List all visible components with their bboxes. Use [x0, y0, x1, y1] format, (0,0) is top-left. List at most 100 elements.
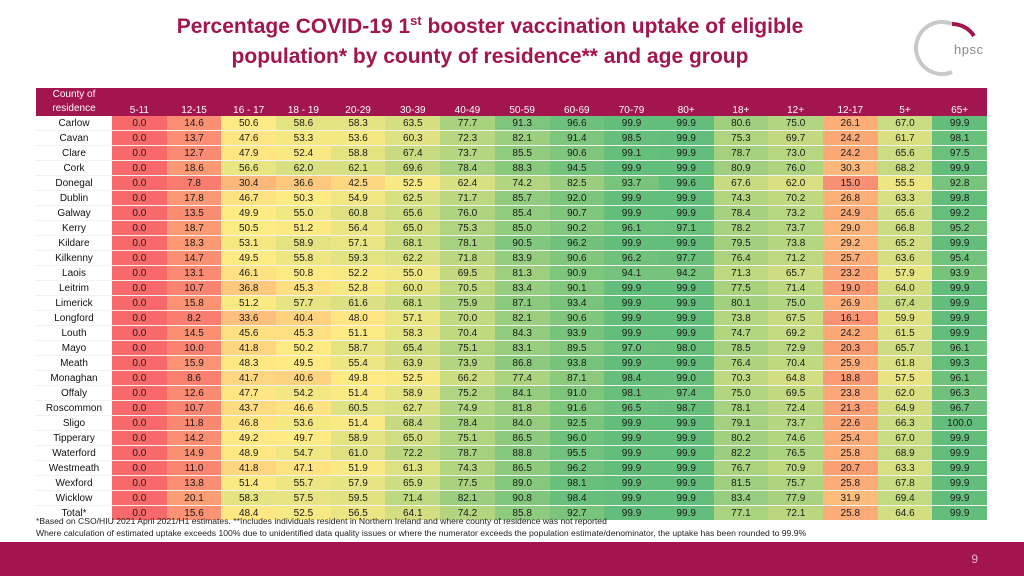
uptake-cell: 90.7	[549, 205, 605, 221]
uptake-cell: 99.9	[658, 190, 714, 206]
uptake-cell: 48.0	[330, 310, 386, 326]
uptake-cell: 96.1	[932, 340, 987, 356]
uptake-cell: 56.4	[330, 220, 386, 236]
county-name: Dublin	[36, 190, 112, 206]
uptake-cell: 99.9	[658, 205, 714, 221]
uptake-cell: 99.9	[932, 475, 987, 491]
uptake-cell: 59.9	[877, 310, 933, 326]
county-name: Kerry	[36, 220, 112, 236]
uptake-cell: 51.2	[276, 220, 331, 236]
uptake-cell: 63.3	[877, 190, 933, 206]
uptake-cell: 0.0	[112, 340, 167, 356]
uptake-cell: 0.0	[112, 385, 167, 401]
uptake-cell: 41.7	[221, 370, 277, 386]
uptake-cell: 48.9	[221, 445, 277, 461]
uptake-cell: 73.7	[768, 415, 823, 431]
uptake-cell: 66.3	[877, 415, 933, 431]
uptake-cell: 73.0	[768, 145, 823, 161]
uptake-cell: 15.8	[166, 295, 222, 311]
uptake-cell: 98.4	[604, 370, 659, 386]
table-row: Total* 0.0 15.6 48.4 52.5 56.5 64.1 74.2 85.8 92.…	[36, 505, 987, 520]
county-name: Carlow	[36, 116, 112, 131]
uptake-cell: 26.9	[822, 295, 878, 311]
uptake-cell: 51.2	[221, 295, 277, 311]
uptake-cell: 75.0	[768, 116, 823, 131]
uptake-cell: 97.0	[604, 340, 659, 356]
bottom-bar: 9	[0, 542, 1024, 576]
uptake-cell: 83.9	[494, 250, 550, 266]
uptake-cell: 62.7	[385, 400, 441, 416]
uptake-cell: 91.0	[549, 385, 605, 401]
county-header-line-1: County of	[36, 88, 112, 102]
uptake-cell: 26.1	[822, 116, 878, 131]
uptake-cell: 67.4	[877, 295, 933, 311]
uptake-cell: 75.1	[440, 340, 495, 356]
uptake-cell: 71.2	[768, 250, 823, 266]
uptake-cell: 99.9	[604, 490, 659, 506]
uptake-cell: 54.7	[276, 445, 331, 461]
uptake-cell: 91.3	[494, 116, 550, 131]
uptake-cell: 69.5	[440, 265, 495, 281]
uptake-cell: 99.9	[658, 116, 714, 131]
uptake-cell: 83.4	[494, 280, 550, 296]
column-header: 70-79	[604, 102, 659, 116]
uptake-cell: 99.9	[658, 415, 714, 431]
uptake-cell: 47.9	[221, 145, 277, 161]
uptake-cell: 99.9	[932, 325, 987, 341]
uptake-cell: 0.0	[112, 370, 167, 386]
uptake-cell: 99.9	[658, 145, 714, 161]
uptake-cell: 0.0	[112, 160, 167, 176]
uptake-cell: 78.7	[713, 145, 769, 161]
uptake-cell: 62.5	[385, 190, 441, 206]
uptake-cell: 99.9	[658, 355, 714, 371]
uptake-cell: 83.1	[494, 340, 550, 356]
uptake-cell: 58.3	[221, 490, 277, 506]
uptake-cell: 56.6	[221, 160, 277, 176]
uptake-cell: 51.4	[330, 415, 386, 431]
uptake-table: County of residence 5-11 12-15 16 - 17 18 -…	[36, 88, 987, 520]
uptake-cell: 8.6	[166, 370, 222, 386]
column-header: 50-59	[494, 102, 550, 116]
uptake-cell: 75.1	[440, 430, 495, 446]
uptake-cell: 78.7	[440, 445, 495, 461]
table-row: Monaghan 0.0 8.6 41.7 40.6 49.8 52.5 66.2 77.4 87…	[36, 370, 987, 386]
uptake-cell: 94.2	[658, 265, 714, 281]
uptake-cell: 57.5	[276, 490, 331, 506]
uptake-cell: 13.5	[166, 205, 222, 221]
uptake-cell: 64.0	[877, 280, 933, 296]
uptake-cell: 46.8	[221, 415, 277, 431]
uptake-cell: 63.5	[385, 116, 441, 131]
uptake-cell: 65.2	[877, 235, 933, 251]
county-header-line-2: residence	[36, 102, 112, 116]
county-name: Mayo	[36, 340, 112, 356]
uptake-cell: 92.0	[549, 190, 605, 206]
uptake-cell: 99.6	[658, 175, 714, 191]
uptake-cell: 74.3	[440, 460, 495, 476]
uptake-cell: 99.9	[658, 460, 714, 476]
uptake-cell: 55.5	[877, 175, 933, 191]
county-name: Leitrim	[36, 280, 112, 296]
uptake-cell: 71.7	[440, 190, 495, 206]
uptake-cell: 72.2	[385, 445, 441, 461]
uptake-cell: 19.0	[822, 280, 878, 296]
uptake-cell: 0.0	[112, 310, 167, 326]
county-name: Monaghan	[36, 370, 112, 386]
uptake-cell: 75.0	[768, 295, 823, 311]
table-header-row-2: residence 5-11 12-15 16 - 17 18 - 19 20-29 30…	[36, 102, 987, 116]
uptake-cell: 65.0	[385, 220, 441, 236]
uptake-cell: 53.1	[221, 235, 277, 251]
uptake-cell: 13.7	[166, 130, 222, 146]
uptake-cell: 64.6	[877, 505, 933, 520]
uptake-cell: 65.4	[385, 340, 441, 356]
uptake-cell: 0.0	[112, 475, 167, 491]
uptake-cell: 74.3	[713, 190, 769, 206]
uptake-cell: 96.1	[932, 370, 987, 386]
table-row: Tipperary 0.0 14.2 49.2 49.7 58.9 65.0 75.1 86.5…	[36, 430, 987, 446]
uptake-cell: 0.0	[112, 235, 167, 251]
uptake-cell: 73.7	[440, 145, 495, 161]
uptake-cell: 99.9	[932, 490, 987, 506]
page-title: Percentage COVID-19 1st booster vaccinat…	[60, 12, 920, 72]
uptake-cell: 46.6	[276, 400, 331, 416]
uptake-cell: 61.8	[877, 355, 933, 371]
column-header: 40-49	[440, 102, 495, 116]
